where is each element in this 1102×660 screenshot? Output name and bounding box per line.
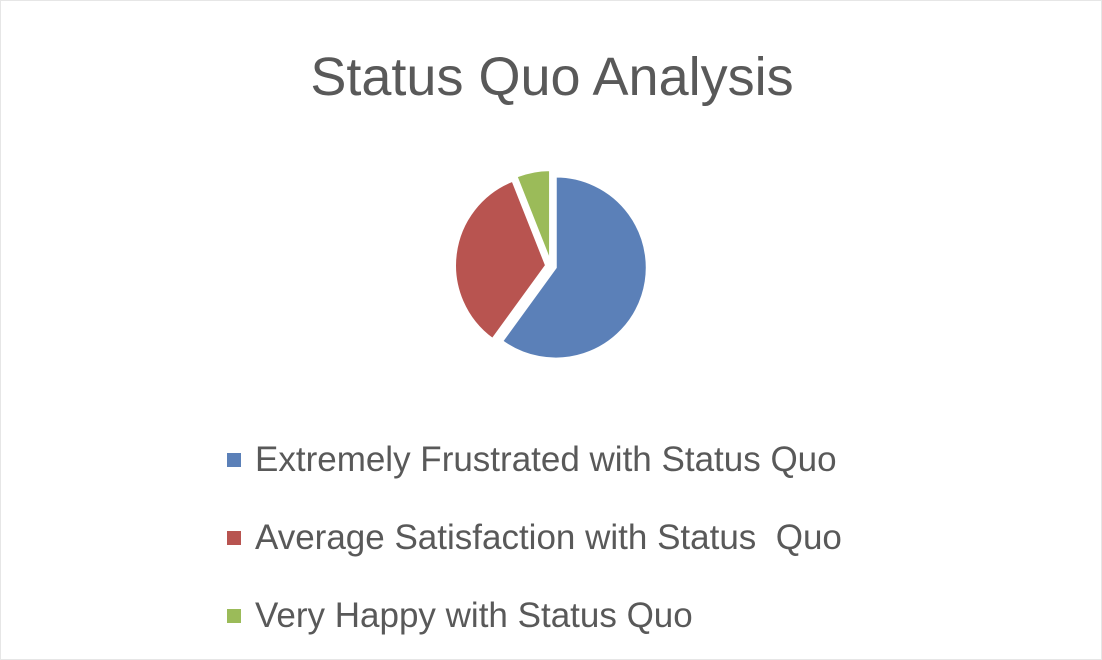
legend-item-extremely-frustrated: Extremely Frustrated with Status Quo [227, 421, 987, 499]
legend-item-very-happy: Very Happy with Status Quo [227, 577, 987, 655]
chart-title: Status Quo Analysis [310, 47, 794, 107]
pie-slice-average-satisfaction [454, 179, 548, 341]
legend-item-average-satisfaction: Average Satisfaction with Status Quo [227, 499, 987, 577]
legend-swatch [227, 453, 241, 467]
pie-slice-very-happy [515, 169, 552, 262]
legend-label: Average Satisfaction with Status Quo [255, 518, 842, 557]
pie-slice-extremely-frustrated [500, 175, 648, 360]
legend-label: Very Happy with Status Quo [255, 596, 693, 635]
pie-slices-group [454, 169, 648, 360]
legend-swatch [227, 531, 241, 545]
legend-swatch [227, 609, 241, 623]
pie-chart [454, 169, 648, 360]
legend-label: Extremely Frustrated with Status Quo [255, 440, 837, 479]
legend: Extremely Frustrated with Status Quo Ave… [227, 421, 987, 655]
